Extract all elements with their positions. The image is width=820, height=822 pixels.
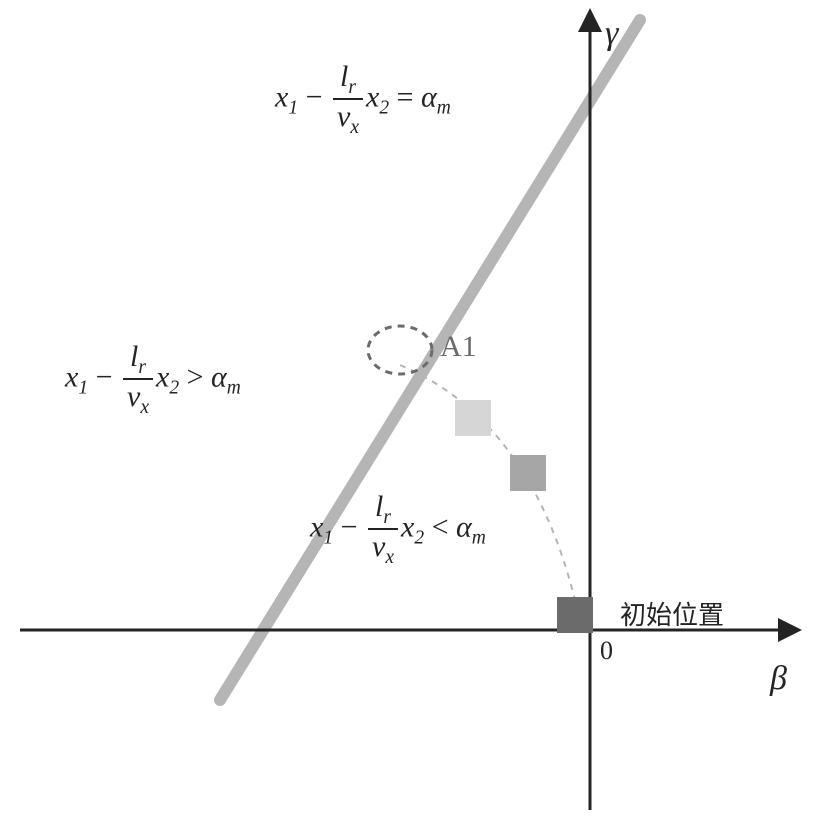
diagram-canvas: β γ 0 A1 初始位置 x1 − lrvxx2 = αm x1 − lrvx…: [0, 0, 820, 822]
initial-position-label: 初始位置: [620, 595, 724, 632]
a1-label: A1: [440, 330, 477, 364]
origin-label: 0: [600, 636, 613, 666]
inequality-less: x1 − lrvxx2 < αm: [310, 490, 486, 569]
inequality-greater: x1 − lrvxx2 > αm: [65, 340, 241, 419]
trajectory-square: [510, 455, 546, 491]
y-axis-label: γ: [605, 15, 618, 53]
equation-boundary: x1 − lrvxx2 = αm: [275, 60, 451, 139]
x-axis-label: β: [770, 660, 787, 698]
trajectory-square: [455, 400, 491, 436]
trajectory-square: [557, 597, 593, 633]
